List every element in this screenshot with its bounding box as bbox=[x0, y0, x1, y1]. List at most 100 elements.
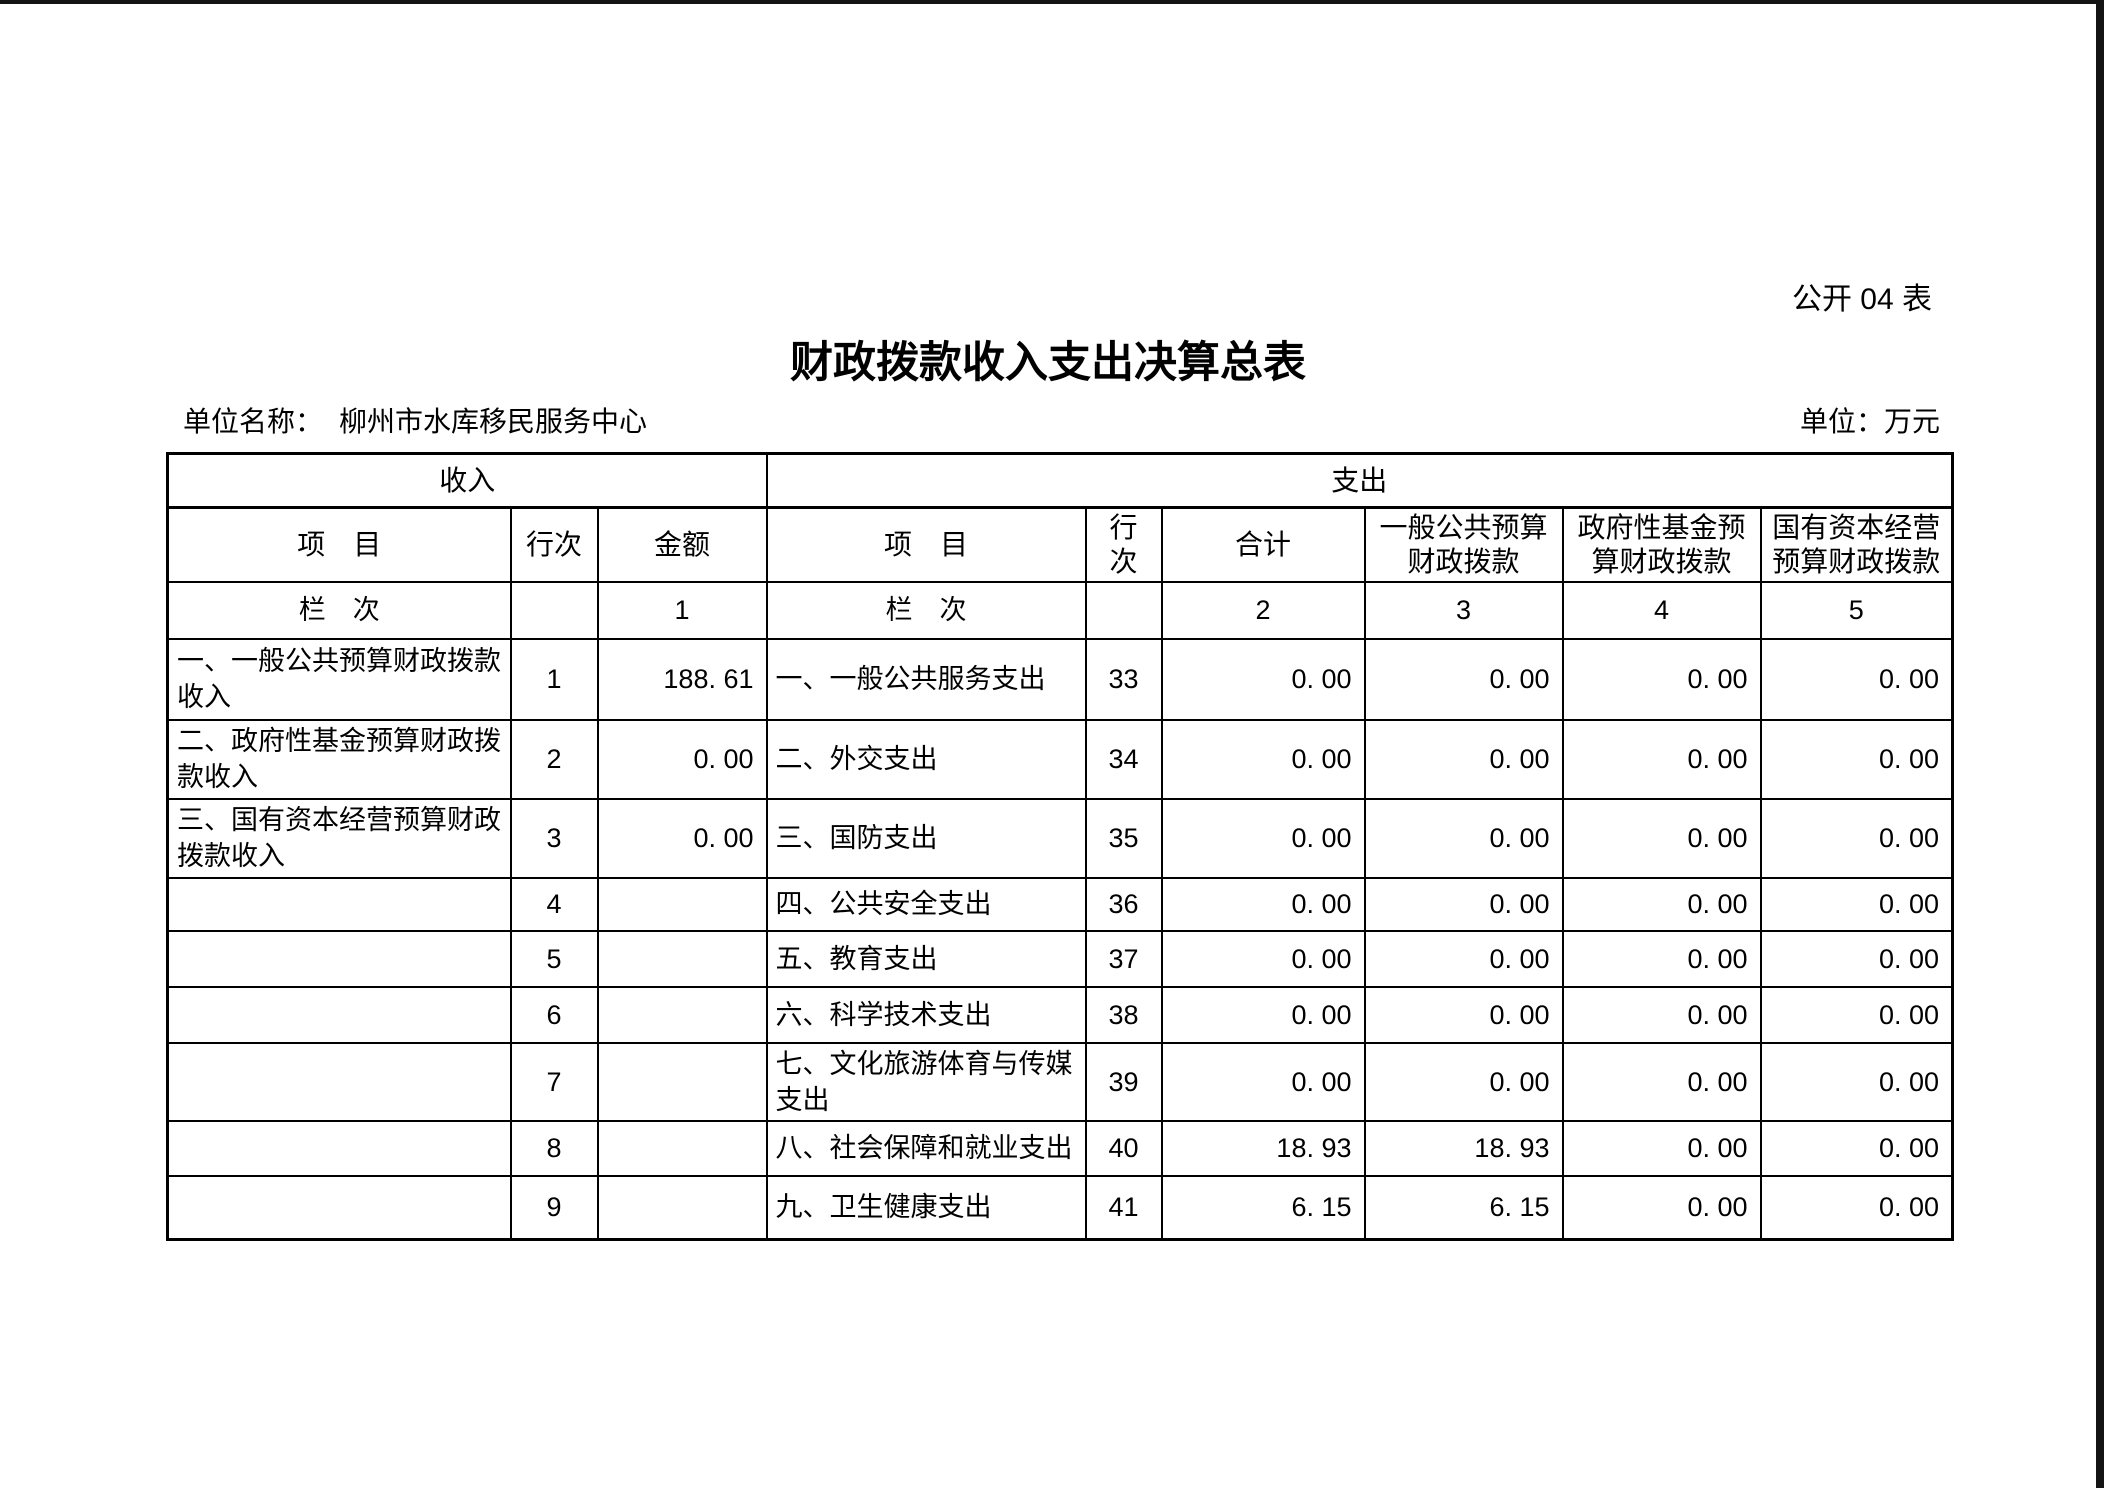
section-header-row: 收入 支出 bbox=[166, 452, 1954, 509]
table-row: 5 五、教育支出 37 0. 00 0. 00 0. 00 0. 00 bbox=[166, 929, 1954, 988]
expense-item-cell: 五、教育支出 bbox=[765, 929, 1087, 988]
total-cell: 0. 00 bbox=[1160, 1041, 1366, 1122]
gov-fund-cell: 0. 00 bbox=[1561, 1174, 1762, 1241]
income-line-cell: 5 bbox=[509, 929, 599, 988]
state-capital-cell: 0. 00 bbox=[1759, 1174, 1954, 1241]
state-capital-cell: 0. 00 bbox=[1759, 1041, 1954, 1122]
column-number-row: 栏 次 1 栏 次 2 3 4 5 bbox=[166, 580, 1954, 640]
empty-cell bbox=[1084, 580, 1163, 640]
income-amount-cell bbox=[596, 876, 768, 932]
total-cell: 6. 15 bbox=[1160, 1174, 1366, 1241]
table-row: 6 六、科学技术支出 38 0. 00 0. 00 0. 00 0. 00 bbox=[166, 985, 1954, 1044]
expense-line-cell: 36 bbox=[1084, 876, 1163, 932]
column-number-3: 3 bbox=[1363, 580, 1564, 640]
income-line-cell: 7 bbox=[509, 1041, 599, 1122]
income-item-cell bbox=[166, 1041, 512, 1122]
income-amount-cell bbox=[596, 929, 768, 988]
expense-item-cell: 二、外交支出 bbox=[765, 718, 1087, 800]
income-item-cell: 三、国有资本经营预算财政拨款收入 bbox=[166, 797, 512, 879]
income-line-cell: 8 bbox=[509, 1119, 599, 1177]
gov-fund-cell: 0. 00 bbox=[1561, 1119, 1762, 1177]
income-section-header: 收入 bbox=[166, 452, 768, 509]
expense-line-cell: 35 bbox=[1084, 797, 1163, 879]
general-budget-cell: 0. 00 bbox=[1363, 876, 1564, 932]
form-number: 公开 04 表 bbox=[1791, 283, 1932, 316]
state-capital-cell: 0. 00 bbox=[1759, 876, 1954, 932]
income-line-cell: 6 bbox=[509, 985, 599, 1044]
expense-item-cell: 三、国防支出 bbox=[765, 797, 1087, 879]
expense-item-cell: 七、文化旅游体育与传媒支出 bbox=[765, 1041, 1087, 1122]
income-amount-cell: 0. 00 bbox=[596, 797, 768, 879]
expense-section-header: 支出 bbox=[765, 452, 1954, 509]
income-line-cell: 3 bbox=[509, 797, 599, 879]
expense-line-header: 行次 bbox=[1084, 506, 1163, 583]
table-row: 一、一般公共预算财政拨款收入 1 188. 61 一、一般公共服务支出 33 0… bbox=[166, 637, 1954, 721]
expense-total-header: 合计 bbox=[1160, 506, 1366, 583]
income-line-cell: 4 bbox=[509, 876, 599, 932]
total-cell: 0. 00 bbox=[1160, 876, 1366, 932]
column-number-2: 2 bbox=[1160, 580, 1366, 640]
expense-line-cell: 41 bbox=[1084, 1174, 1163, 1241]
income-amount-cell: 0. 00 bbox=[596, 718, 768, 800]
state-capital-cell: 0. 00 bbox=[1759, 929, 1954, 988]
total-cell: 18. 93 bbox=[1160, 1119, 1366, 1177]
empty-cell bbox=[509, 580, 599, 640]
expense-item-cell: 八、社会保障和就业支出 bbox=[765, 1119, 1087, 1177]
expense-item-cell: 六、科学技术支出 bbox=[765, 985, 1087, 1044]
unit-name-line: 单位名称： 柳州市水库移民服务中心 bbox=[183, 400, 647, 440]
gov-fund-cell: 0. 00 bbox=[1561, 797, 1762, 879]
general-budget-cell: 0. 00 bbox=[1363, 797, 1564, 879]
expense-line-cell: 40 bbox=[1084, 1119, 1163, 1177]
income-amount-cell: 188. 61 bbox=[596, 637, 768, 721]
state-capital-cell: 0. 00 bbox=[1759, 797, 1954, 879]
gov-fund-budget-header: 政府性基金预算财政拨款 bbox=[1561, 506, 1762, 583]
expense-item-cell: 四、公共安全支出 bbox=[765, 876, 1087, 932]
general-budget-cell: 0. 00 bbox=[1363, 929, 1564, 988]
income-amount-header: 金额 bbox=[596, 506, 768, 583]
expense-line-cell: 33 bbox=[1084, 637, 1163, 721]
income-amount-cell bbox=[596, 1174, 768, 1241]
fiscal-appropriation-table: 收入 支出 项 目 行次 金额 项 目 行次 合计 一般公共预算财政拨款 政府性… bbox=[166, 452, 1955, 1241]
income-line-cell: 9 bbox=[509, 1174, 599, 1241]
column-header-row: 项 目 行次 金额 项 目 行次 合计 一般公共预算财政拨款 政府性基金预算财政… bbox=[166, 506, 1954, 583]
expense-item-header: 项 目 bbox=[765, 506, 1087, 583]
income-item-cell: 一、一般公共预算财政拨款收入 bbox=[166, 637, 512, 721]
expense-line-cell: 37 bbox=[1084, 929, 1163, 988]
page-title: 财政拨款收入支出决算总表 bbox=[790, 339, 1306, 387]
income-item-cell bbox=[166, 929, 512, 988]
table-row: 7 七、文化旅游体育与传媒支出 39 0. 00 0. 00 0. 00 0. … bbox=[166, 1041, 1954, 1122]
expense-item-cell: 九、卫生健康支出 bbox=[765, 1174, 1087, 1241]
general-budget-header: 一般公共预算财政拨款 bbox=[1363, 506, 1564, 583]
total-cell: 0. 00 bbox=[1160, 637, 1366, 721]
income-amount-cell bbox=[596, 1119, 768, 1177]
income-item-cell bbox=[166, 1174, 512, 1241]
state-capital-budget-header: 国有资本经营预算财政拨款 bbox=[1759, 506, 1954, 583]
gov-fund-cell: 0. 00 bbox=[1561, 985, 1762, 1044]
income-item-cell bbox=[166, 876, 512, 932]
expense-column-label: 栏 次 bbox=[765, 580, 1087, 640]
state-capital-cell: 0. 00 bbox=[1759, 985, 1954, 1044]
expense-line-cell: 38 bbox=[1084, 985, 1163, 1044]
gov-fund-cell: 0. 00 bbox=[1561, 876, 1762, 932]
table-row: 9 九、卫生健康支出 41 6. 15 6. 15 0. 00 0. 00 bbox=[166, 1174, 1954, 1241]
column-number-4: 4 bbox=[1561, 580, 1762, 640]
gov-fund-cell: 0. 00 bbox=[1561, 929, 1762, 988]
unit-name-value: 柳州市水库移民服务中心 bbox=[339, 406, 648, 437]
income-amount-cell bbox=[596, 985, 768, 1044]
gov-fund-cell: 0. 00 bbox=[1561, 637, 1762, 721]
income-item-header: 项 目 bbox=[166, 506, 512, 583]
expense-item-cell: 一、一般公共服务支出 bbox=[765, 637, 1087, 721]
table-row: 三、国有资本经营预算财政拨款收入 3 0. 00 三、国防支出 35 0. 00… bbox=[166, 797, 1954, 879]
general-budget-cell: 0. 00 bbox=[1363, 985, 1564, 1044]
income-line-cell: 2 bbox=[509, 718, 599, 800]
total-cell: 0. 00 bbox=[1160, 929, 1366, 988]
expense-line-cell: 39 bbox=[1084, 1041, 1163, 1122]
gov-fund-cell: 0. 00 bbox=[1561, 1041, 1762, 1122]
right-edge-strip bbox=[2096, 0, 2104, 1488]
income-column-label: 栏 次 bbox=[166, 580, 512, 640]
income-item-cell: 二、政府性基金预算财政拨款收入 bbox=[166, 718, 512, 800]
income-amount-cell bbox=[596, 1041, 768, 1122]
state-capital-cell: 0. 00 bbox=[1759, 637, 1954, 721]
general-budget-cell: 0. 00 bbox=[1363, 718, 1564, 800]
